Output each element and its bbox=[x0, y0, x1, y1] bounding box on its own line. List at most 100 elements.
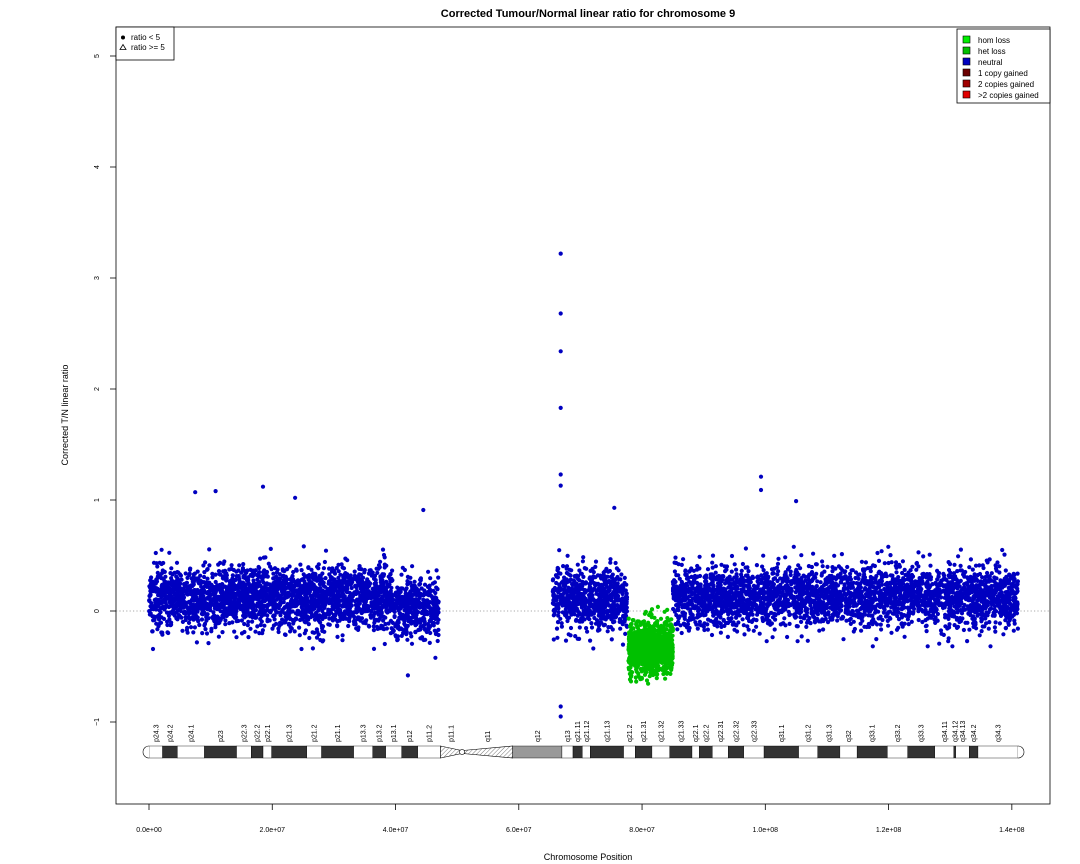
data-point bbox=[282, 620, 287, 625]
x-tick-label: 8.0e+07 bbox=[629, 827, 655, 834]
data-point bbox=[654, 665, 660, 670]
data-point bbox=[232, 629, 237, 634]
data-point bbox=[417, 595, 422, 600]
data-point bbox=[220, 630, 225, 635]
data-point bbox=[593, 559, 599, 564]
data-point bbox=[422, 582, 428, 587]
data-point bbox=[417, 582, 422, 587]
data-point bbox=[670, 628, 675, 633]
data-point bbox=[386, 621, 391, 626]
data-point bbox=[155, 564, 160, 569]
data-point bbox=[588, 638, 593, 643]
data-point bbox=[573, 634, 578, 639]
data-point bbox=[308, 615, 313, 620]
data-point bbox=[290, 617, 295, 623]
data-point bbox=[299, 646, 304, 652]
data-point bbox=[171, 605, 177, 610]
data-point bbox=[322, 559, 327, 565]
data-point bbox=[156, 589, 161, 594]
data-point bbox=[191, 617, 196, 622]
data-point bbox=[321, 612, 326, 617]
data-point bbox=[216, 634, 221, 639]
data-point bbox=[162, 580, 167, 585]
data-point bbox=[646, 623, 651, 628]
data-point bbox=[343, 574, 349, 579]
data-point bbox=[357, 577, 362, 582]
data-point bbox=[551, 589, 556, 594]
data-point bbox=[633, 649, 638, 654]
data-point bbox=[588, 596, 594, 602]
data-point bbox=[411, 614, 416, 620]
data-point bbox=[275, 586, 280, 591]
data-point bbox=[658, 666, 663, 671]
data-point bbox=[166, 580, 171, 585]
data-point bbox=[266, 561, 271, 566]
data-point bbox=[316, 614, 321, 620]
data-point bbox=[623, 631, 628, 637]
data-point bbox=[227, 609, 232, 614]
data-point bbox=[650, 662, 655, 668]
data-point bbox=[633, 675, 638, 680]
data-point bbox=[371, 646, 377, 652]
data-point bbox=[571, 582, 576, 587]
data-point bbox=[221, 561, 226, 566]
data-point bbox=[199, 617, 205, 622]
data-point bbox=[434, 568, 439, 573]
data-point bbox=[286, 584, 291, 589]
x-tick-label: 0.0e+00 bbox=[136, 827, 162, 834]
data-point bbox=[369, 600, 374, 605]
data-point bbox=[431, 616, 436, 621]
data-point bbox=[167, 585, 172, 590]
data-point bbox=[206, 616, 211, 621]
data-point bbox=[217, 620, 222, 625]
data-point bbox=[364, 580, 369, 585]
data-point bbox=[352, 618, 357, 623]
data-point bbox=[366, 571, 372, 576]
data-point bbox=[294, 603, 299, 608]
data-point bbox=[276, 626, 281, 631]
data-point bbox=[655, 604, 661, 610]
data-point bbox=[230, 600, 235, 605]
data-point bbox=[336, 562, 341, 567]
data-point bbox=[239, 631, 245, 636]
data-point bbox=[431, 620, 436, 626]
data-point bbox=[340, 565, 345, 570]
data-point bbox=[321, 638, 326, 643]
data-point bbox=[379, 575, 384, 580]
data-point bbox=[188, 591, 193, 597]
data-point bbox=[255, 624, 260, 629]
data-point bbox=[340, 591, 345, 597]
data-point bbox=[346, 623, 351, 629]
data-point bbox=[574, 617, 579, 623]
data-point bbox=[643, 637, 648, 642]
data-point bbox=[336, 590, 341, 596]
data-point bbox=[260, 594, 265, 599]
data-point bbox=[211, 588, 216, 593]
data-point bbox=[359, 567, 364, 572]
data-point bbox=[577, 636, 582, 642]
data-point bbox=[554, 580, 559, 586]
data-point bbox=[558, 592, 563, 597]
data-point bbox=[310, 646, 315, 651]
data-point bbox=[396, 608, 401, 613]
data-point bbox=[403, 614, 408, 619]
data-point bbox=[408, 580, 413, 585]
data-point bbox=[250, 568, 255, 573]
data-point bbox=[574, 608, 579, 613]
data-point bbox=[416, 627, 421, 633]
data-point bbox=[383, 621, 388, 627]
data-point bbox=[332, 568, 337, 574]
data-point bbox=[167, 617, 172, 622]
data-point bbox=[201, 593, 206, 599]
y-tick-label: 1 bbox=[94, 498, 101, 502]
data-point bbox=[178, 573, 183, 578]
data-point bbox=[191, 572, 196, 577]
data-point bbox=[336, 569, 341, 574]
data-point bbox=[163, 574, 168, 579]
data-point bbox=[426, 605, 431, 610]
data-point bbox=[372, 617, 377, 623]
data-point bbox=[177, 594, 182, 599]
data-point bbox=[183, 617, 188, 623]
data-point bbox=[589, 604, 594, 609]
